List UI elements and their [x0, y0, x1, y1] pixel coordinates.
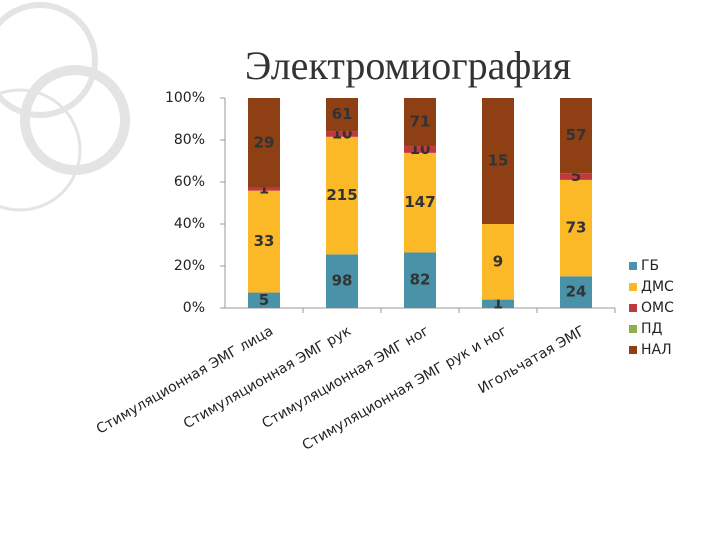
legend-label: ОМС — [641, 300, 674, 316]
legend-swatch — [629, 304, 637, 312]
bar-segment — [560, 173, 592, 180]
data-label: 71 — [410, 113, 431, 131]
data-label: 215 — [326, 186, 357, 204]
bar-segment — [404, 98, 436, 147]
bar-segment — [326, 136, 358, 255]
legend-swatch — [629, 325, 637, 333]
bar-segment — [404, 252, 436, 308]
data-label: 147 — [404, 193, 435, 211]
legend-swatch — [629, 346, 637, 354]
data-label: 15 — [488, 152, 509, 170]
bar-segment — [326, 254, 358, 308]
data-label: 1 — [259, 180, 269, 198]
data-label: 24 — [566, 283, 587, 301]
data-label: 82 — [410, 271, 431, 289]
y-tick-label: 100% — [165, 90, 205, 106]
bar-segment — [404, 146, 436, 153]
data-label: 98 — [332, 272, 353, 290]
y-tick-label: 20% — [174, 258, 205, 274]
bar-segment — [404, 152, 436, 253]
bar-segment — [248, 187, 280, 191]
data-label: 61 — [332, 105, 353, 123]
bar-segment — [560, 276, 592, 308]
data-label: 73 — [566, 219, 587, 237]
bar-segment — [326, 131, 358, 137]
legend-label: ПД — [641, 321, 663, 337]
bar-segment — [560, 98, 592, 174]
y-tick-label: 40% — [174, 216, 205, 232]
decoration — [0, 2, 130, 212]
legend-swatch — [629, 262, 637, 270]
legend-label: ДМС — [641, 279, 674, 295]
bar-segment — [482, 299, 514, 308]
y-tick-label: 60% — [174, 174, 205, 190]
legend-label: НАЛ — [641, 342, 672, 358]
bar-segment — [482, 224, 514, 300]
legend-swatch — [629, 283, 637, 291]
y-tick-label: 0% — [183, 300, 205, 316]
bar-segment — [326, 98, 358, 132]
chart-title: Электромиография — [245, 43, 571, 88]
data-label: 9 — [493, 252, 503, 270]
bar-segment — [248, 98, 280, 188]
data-label: 29 — [254, 133, 275, 151]
legend-label: ГБ — [641, 258, 659, 274]
data-label: 5 — [259, 291, 269, 309]
data-label: 57 — [566, 126, 587, 144]
data-label: 5 — [571, 167, 581, 185]
data-label: 33 — [254, 232, 275, 250]
y-tick-label: 80% — [174, 132, 205, 148]
bar-segment — [560, 179, 592, 277]
bar-segment — [248, 292, 280, 308]
bar-segment — [482, 98, 514, 224]
data-label: 1 — [493, 294, 503, 312]
bar-segment — [248, 190, 280, 293]
